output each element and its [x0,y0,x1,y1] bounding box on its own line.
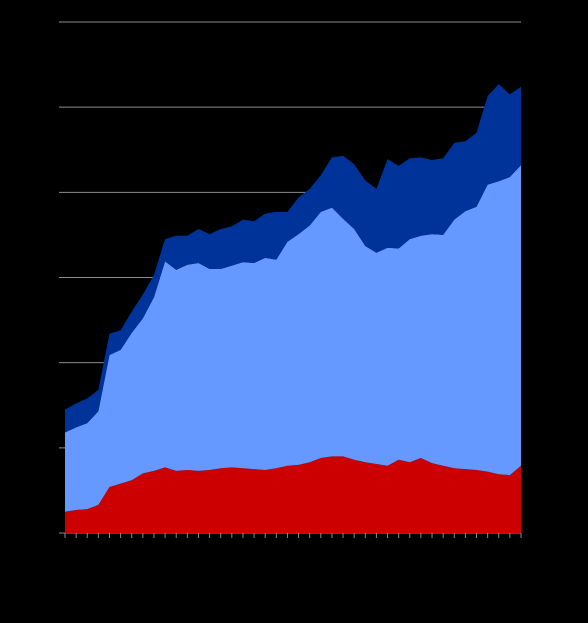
area [65,165,521,512]
area [65,84,521,433]
area [65,456,521,533]
